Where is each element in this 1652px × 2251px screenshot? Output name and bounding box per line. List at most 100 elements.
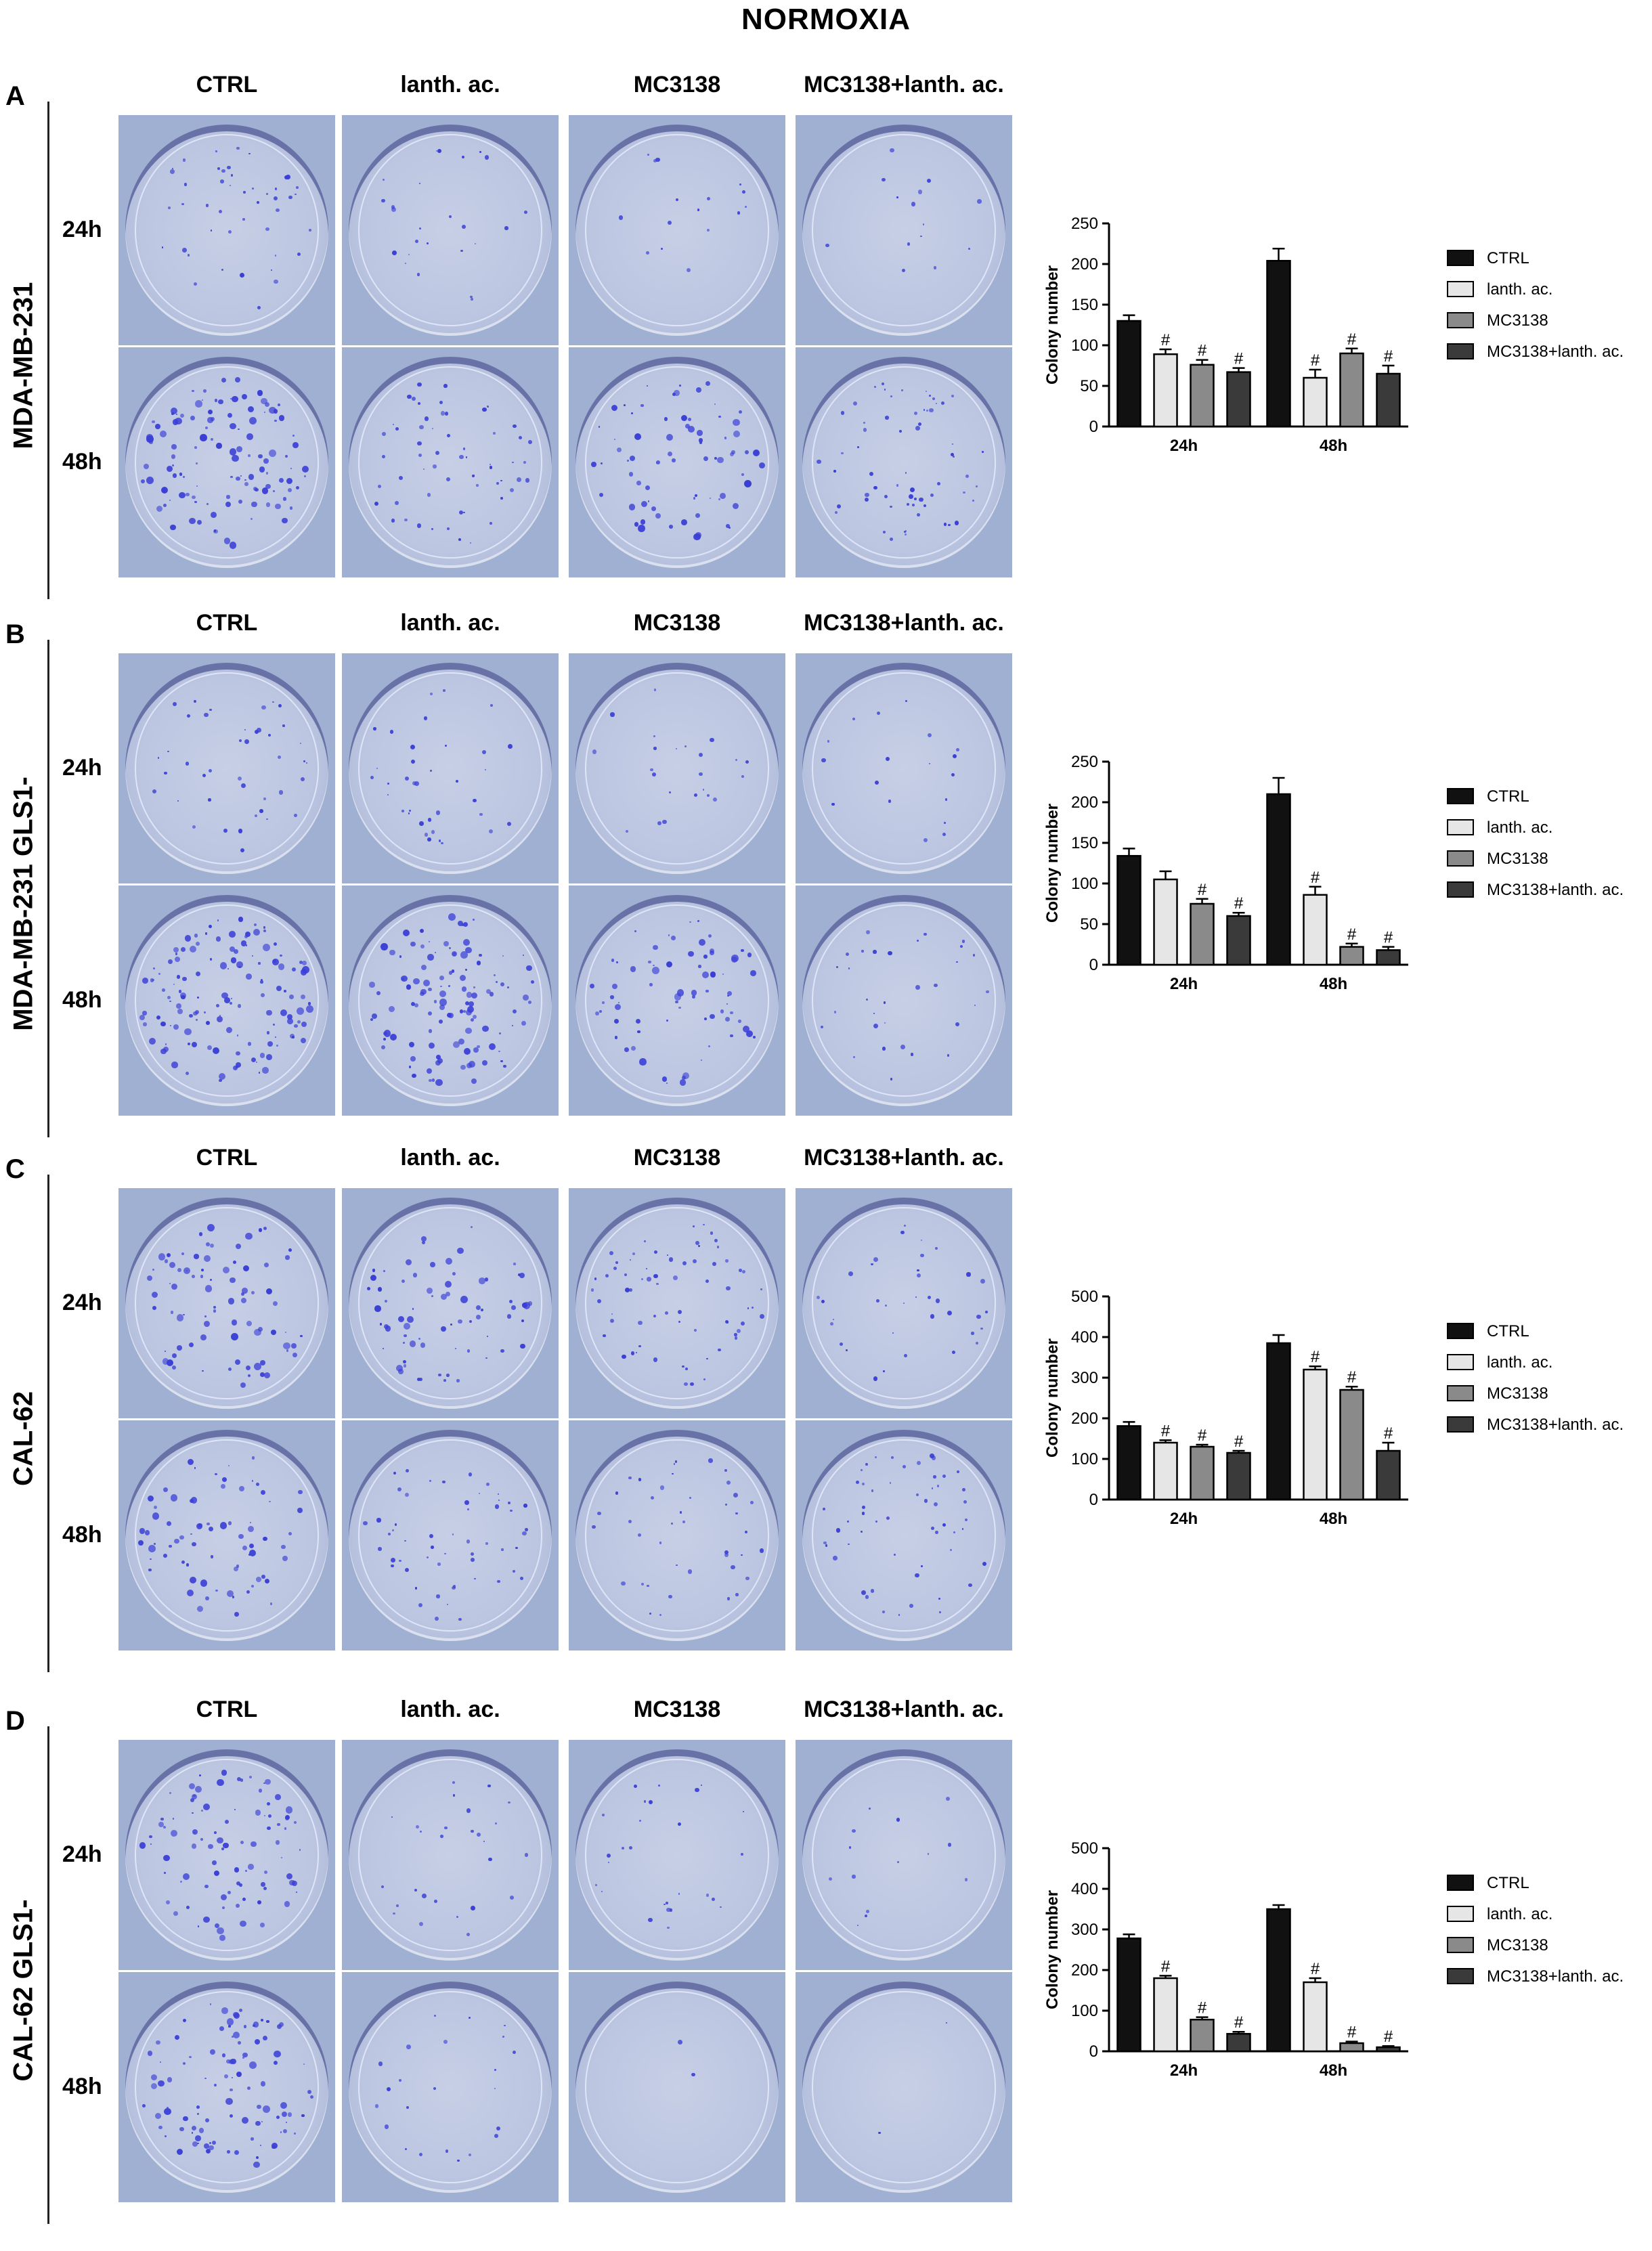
legend-label: MC3138+lanth. ac. xyxy=(1487,1416,1624,1434)
colony-dot xyxy=(714,1238,718,1243)
colony-dot xyxy=(910,487,915,493)
colony-dot xyxy=(253,928,261,936)
colony-dot xyxy=(299,1849,301,1851)
colony-dot xyxy=(478,1493,480,1495)
colony-dot xyxy=(942,1523,946,1527)
colony-dot xyxy=(284,1331,287,1334)
colony-dot xyxy=(239,1883,242,1887)
colony-dot xyxy=(168,959,173,964)
colony-dot xyxy=(409,1340,416,1347)
petri-dish xyxy=(125,1198,328,1409)
colony-dot xyxy=(246,1320,253,1326)
colony-dot xyxy=(265,472,269,475)
timepoint-row-label: 48h xyxy=(62,987,102,1013)
colony-dot xyxy=(935,402,938,404)
colony-dot xyxy=(457,1247,464,1254)
colony-dot xyxy=(916,1460,921,1466)
colony-dot xyxy=(192,1829,198,1835)
colony-dot xyxy=(171,454,176,459)
colony-dot xyxy=(286,1349,289,1352)
colony-dot xyxy=(718,416,721,418)
colony-dot xyxy=(267,1826,271,1831)
colony-dot xyxy=(930,1314,935,1319)
bar xyxy=(1266,1908,1291,2053)
colony-dot xyxy=(503,1064,506,1068)
colony-dot xyxy=(172,473,177,478)
colony-dot xyxy=(247,1374,251,1378)
colony-dot xyxy=(476,1832,481,1837)
colony-dot xyxy=(749,1500,754,1505)
colony-plate-photo xyxy=(796,115,1012,345)
colony-dot xyxy=(900,1230,905,1234)
colony-dot xyxy=(200,434,207,441)
colony-dot xyxy=(389,1034,397,1041)
colony-dot xyxy=(482,1025,489,1032)
colony-dot xyxy=(227,2150,230,2154)
colony-dot xyxy=(624,1047,629,1052)
colony-dot xyxy=(186,714,190,718)
petri-dish-rim xyxy=(358,672,542,865)
colony-dot xyxy=(905,472,907,474)
colony-dot xyxy=(300,994,305,999)
colony-dot xyxy=(914,412,918,416)
petri-dish-rim xyxy=(812,672,996,865)
colony-dot xyxy=(961,940,965,943)
colony-dot xyxy=(485,768,487,771)
colony-dot xyxy=(273,959,276,963)
colony-dot xyxy=(164,2107,171,2116)
colony-dot xyxy=(241,2116,249,2124)
colony-dot xyxy=(744,480,752,488)
colony-dot xyxy=(469,1319,473,1323)
colony-dot xyxy=(829,1877,833,1881)
colony-dot xyxy=(938,1598,941,1600)
colony-dot xyxy=(183,183,188,186)
colony-dot xyxy=(640,519,645,525)
colony-dot xyxy=(602,1001,605,1004)
colony-dot xyxy=(192,1812,194,1814)
colony-dot xyxy=(230,448,237,456)
significance-marker: # xyxy=(1347,925,1357,944)
colony-dot xyxy=(217,1837,223,1843)
petri-dish xyxy=(349,895,552,1106)
colony-dot xyxy=(527,1000,532,1005)
colony-dot xyxy=(682,1072,690,1079)
colony-dot xyxy=(200,1579,208,1587)
colony-dot xyxy=(431,830,435,834)
colony-dot xyxy=(677,1822,682,1827)
colony-dot xyxy=(256,1576,262,1582)
colony-dot xyxy=(197,2113,199,2116)
colony-dot xyxy=(206,1242,210,1247)
colony-dot xyxy=(507,986,510,988)
colony-dot xyxy=(688,425,695,433)
colony-dot xyxy=(694,494,698,498)
colony-dot xyxy=(982,1561,986,1566)
colony-dot xyxy=(496,481,500,485)
colony-dot xyxy=(500,1059,504,1063)
petri-dish xyxy=(802,1749,1005,1961)
colony-dot xyxy=(192,1275,196,1278)
bar xyxy=(1116,320,1142,428)
colony-dot xyxy=(735,758,738,761)
colony-dot xyxy=(236,1062,242,1068)
colony-dot xyxy=(416,273,420,276)
condition-header: lanth. ac. xyxy=(400,72,500,97)
colony-dot xyxy=(217,919,219,922)
colony-dot xyxy=(399,955,402,958)
colony-dot xyxy=(898,1614,900,1616)
colony-dot xyxy=(294,813,298,818)
colony-dot xyxy=(227,230,232,234)
colony-dot xyxy=(221,992,228,999)
significance-marker: # xyxy=(1198,1999,1207,2017)
colony-dot xyxy=(211,417,215,422)
colony-dot xyxy=(522,995,529,1001)
colony-dot xyxy=(900,1045,905,1050)
colony-dot xyxy=(264,1578,269,1583)
colony-dot xyxy=(257,305,261,309)
colony-dot xyxy=(678,1893,680,1895)
colony-dot xyxy=(455,1347,457,1349)
colony-dot xyxy=(890,395,893,398)
colony-dot xyxy=(443,1379,447,1382)
colony-dot xyxy=(462,1010,466,1013)
colony-dot xyxy=(920,1253,924,1258)
bar xyxy=(1153,353,1178,428)
